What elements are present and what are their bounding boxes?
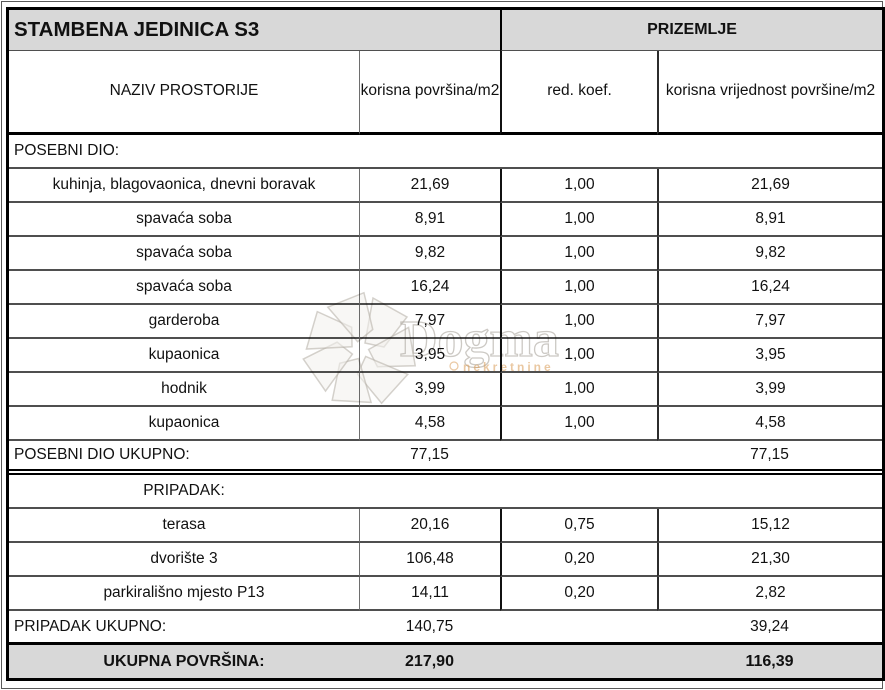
table-row: hodnik 3,99 1,00 3,99 bbox=[9, 373, 883, 407]
room-name-cell: spavaća soba bbox=[9, 271, 359, 305]
koef-cell: 0,20 bbox=[500, 543, 657, 577]
grand-total-label: UKUPNA POVRŠINA: bbox=[9, 645, 359, 678]
section-label: PRIPADAK: bbox=[9, 475, 359, 509]
table-row: terasa 20,16 0,75 15,12 bbox=[9, 509, 883, 543]
room-name-cell: spavaća soba bbox=[9, 237, 359, 271]
section-label: POSEBNI DIO: bbox=[9, 135, 883, 169]
floor-title: PRIZEMLJE bbox=[500, 10, 883, 51]
subtotal-label: PRIPADAK UKUPNO: bbox=[9, 611, 359, 645]
koef-cell: 1,00 bbox=[500, 339, 657, 373]
koef-cell: 1,00 bbox=[500, 373, 657, 407]
area-cell: 21,69 bbox=[359, 169, 500, 203]
area-cell: 16,24 bbox=[359, 271, 500, 305]
area-cell: 3,95 bbox=[359, 339, 500, 373]
koef-cell: 0,20 bbox=[500, 577, 657, 611]
unit-title: STAMBENA JEDINICA S3 bbox=[9, 10, 500, 51]
koef-cell: 1,00 bbox=[500, 203, 657, 237]
area-cell: 3,99 bbox=[359, 373, 500, 407]
col-header-name: NAZIV PROSTORIJE bbox=[9, 51, 359, 135]
grand-total-row: UKUPNA POVRŠINA: 217,90 116,39 bbox=[9, 645, 883, 678]
koef-cell: 1,00 bbox=[500, 271, 657, 305]
subtotal-value-cell: 77,15 bbox=[657, 441, 883, 475]
table-row: parkirališno mjesto P13 14,11 0,20 2,82 bbox=[9, 577, 883, 611]
subtotal-koef-cell bbox=[500, 441, 657, 475]
col-header-area: korisna površina/m2 bbox=[359, 51, 500, 135]
room-name-cell: hodnik bbox=[9, 373, 359, 407]
value-cell: 7,97 bbox=[657, 305, 883, 339]
area-cell: 8,91 bbox=[359, 203, 500, 237]
section-header-row: POSEBNI DIO: bbox=[9, 135, 883, 169]
area-cell: 7,97 bbox=[359, 305, 500, 339]
subtotal-row: PRIPADAK UKUPNO: 140,75 39,24 bbox=[9, 611, 883, 645]
table-row: garderoba 7,97 1,00 7,97 bbox=[9, 305, 883, 339]
value-cell: 2,82 bbox=[657, 577, 883, 611]
subtotal-value-cell: 39,24 bbox=[657, 611, 883, 645]
value-cell: 3,99 bbox=[657, 373, 883, 407]
area-cell: 9,82 bbox=[359, 237, 500, 271]
grand-total-value-cell: 116,39 bbox=[657, 645, 883, 678]
room-name-cell: kupaonica bbox=[9, 339, 359, 373]
koef-cell: 1,00 bbox=[500, 237, 657, 271]
value-cell: 15,12 bbox=[657, 509, 883, 543]
grand-total-koef-cell bbox=[500, 645, 657, 678]
value-cell: 21,69 bbox=[657, 169, 883, 203]
area-cell: 20,16 bbox=[359, 509, 500, 543]
room-name-cell: dvorište 3 bbox=[9, 543, 359, 577]
section-header-row: PRIPADAK: bbox=[9, 475, 883, 509]
subtotal-row: POSEBNI DIO UKUPNO: 77,15 77,15 bbox=[9, 441, 883, 475]
value-cell: 21,30 bbox=[657, 543, 883, 577]
value-cell: 9,82 bbox=[657, 237, 883, 271]
room-name-cell: kuhinja, blagovaonica, dnevni boravak bbox=[9, 169, 359, 203]
room-name-cell: spavaća soba bbox=[9, 203, 359, 237]
table-row: kupaonica 4,58 1,00 4,58 bbox=[9, 407, 883, 441]
subtotal-koef-cell bbox=[500, 611, 657, 645]
value-cell: 8,91 bbox=[657, 203, 883, 237]
subtotal-label: POSEBNI DIO UKUPNO: bbox=[9, 441, 359, 475]
table-row: kupaonica 3,95 1,00 3,95 bbox=[9, 339, 883, 373]
room-name-cell: terasa bbox=[9, 509, 359, 543]
table-row: STAMBENA JEDINICA S3 PRIZEMLJE bbox=[9, 10, 883, 51]
table-row: spavaća soba 16,24 1,00 16,24 bbox=[9, 271, 883, 305]
table-header-row: NAZIV PROSTORIJE korisna površina/m2 red… bbox=[9, 51, 883, 135]
area-cell: 14,11 bbox=[359, 577, 500, 611]
koef-cell: 1,00 bbox=[500, 169, 657, 203]
koef-cell: 1,00 bbox=[500, 305, 657, 339]
koef-cell: 1,00 bbox=[500, 407, 657, 441]
value-cell: 16,24 bbox=[657, 271, 883, 305]
room-name-cell: parkirališno mjesto P13 bbox=[9, 577, 359, 611]
room-name-cell: kupaonica bbox=[9, 407, 359, 441]
room-name-cell: garderoba bbox=[9, 305, 359, 339]
col-header-koef: red. koef. bbox=[500, 51, 657, 135]
area-calculation-table: STAMBENA JEDINICA S3 PRIZEMLJE NAZIV PRO… bbox=[6, 7, 885, 681]
koef-cell: 0,75 bbox=[500, 509, 657, 543]
area-cell: 4,58 bbox=[359, 407, 500, 441]
col-header-value: korisna vrijednost površine/m2 bbox=[657, 51, 883, 135]
grand-total-area-cell: 217,90 bbox=[359, 645, 500, 678]
table-row: kuhinja, blagovaonica, dnevni boravak 21… bbox=[9, 169, 883, 203]
table-row: spavaća soba 8,91 1,00 8,91 bbox=[9, 203, 883, 237]
value-cell: 3,95 bbox=[657, 339, 883, 373]
area-cell: 106,48 bbox=[359, 543, 500, 577]
table-row: spavaća soba 9,82 1,00 9,82 bbox=[9, 237, 883, 271]
value-cell: 4,58 bbox=[657, 407, 883, 441]
subtotal-area-cell: 140,75 bbox=[359, 611, 500, 645]
subtotal-area-cell: 77,15 bbox=[359, 441, 500, 475]
table-row: dvorište 3 106,48 0,20 21,30 bbox=[9, 543, 883, 577]
